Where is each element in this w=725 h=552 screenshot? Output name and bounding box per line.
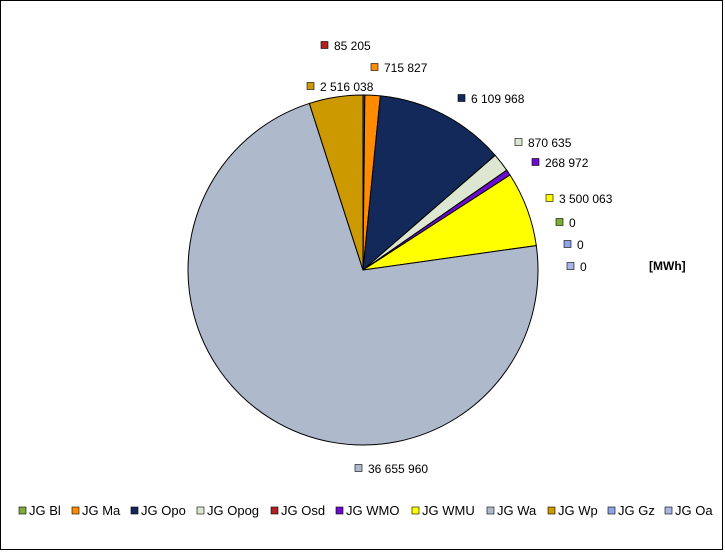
- legend-label-jg-ma: JG Ma: [82, 503, 121, 518]
- legend-key-jg-ma: [71, 506, 80, 515]
- data-label-jg-opo: 6 109 968: [471, 92, 525, 106]
- legend-key-jg-wa: [486, 506, 495, 515]
- legend-key-jg-wp: [547, 506, 556, 515]
- data-label-jg-opog: 870 635: [528, 136, 572, 150]
- pie-slice-jg-wp: [308, 94, 364, 271]
- data-label-jg-wa: 36 655 960: [368, 462, 428, 476]
- legend-label-jg-opo: JG Opo: [141, 503, 186, 518]
- legend-label-jg-wmu: JG WMU: [422, 503, 475, 518]
- data-label-jg-bl: 0: [569, 216, 576, 230]
- legend-label-jg-gz: JG Gz: [618, 503, 655, 518]
- data-label-key-jg-bl: [555, 218, 564, 226]
- data-label-key-jg-wmo: [531, 158, 540, 166]
- legend-key-jg-gz: [607, 506, 616, 515]
- legend-key-jg-opog: [196, 506, 205, 515]
- legend-label-jg-osd: JG Osd: [281, 503, 325, 518]
- legend-label-jg-wmo: JG WMO: [346, 503, 399, 518]
- pie-slices: [187, 94, 539, 446]
- legend-label-jg-bl: JG Bl: [29, 503, 61, 518]
- data-label-key-jg-opo: [457, 94, 466, 102]
- data-label-key-jg-opog: [514, 138, 523, 146]
- legend-key-jg-wmu: [411, 506, 420, 515]
- data-label-jg-osd: 85 205: [334, 39, 371, 53]
- data-labels: 0 715 827 6 109 968 870 635 85 205 268 972 3 5…: [306, 39, 613, 476]
- data-label-jg-wmu: 3 500 063: [559, 192, 613, 206]
- data-label-key-jg-wa: [354, 464, 363, 472]
- legend-key-jg-wmo: [335, 506, 344, 515]
- data-label-jg-gz: 0: [577, 238, 584, 252]
- unit-label: [MWh]: [649, 259, 686, 273]
- data-label-key-jg-gz: [563, 240, 572, 248]
- legend-label-jg-wa: JG Wa: [497, 503, 537, 518]
- legend-key-jg-opo: [130, 506, 139, 515]
- pie-slice-jg-wa: [187, 102, 539, 446]
- legend-label-jg-oa: JG Oa: [675, 503, 713, 518]
- legend-key-jg-osd: [270, 506, 279, 515]
- legend-label-jg-wp: JG Wp: [558, 503, 598, 518]
- data-label-jg-wmo: 268 972: [545, 156, 589, 170]
- data-label-key-jg-osd: [320, 41, 329, 49]
- data-label-jg-ma: 715 827: [384, 61, 428, 75]
- pie-slice-jg-opo: [362, 95, 496, 272]
- data-label-key-jg-ma: [370, 63, 379, 71]
- data-label-jg-oa: 0: [580, 260, 587, 274]
- legend-label-jg-opog: JG Opog: [207, 503, 259, 518]
- legend: JG Bl JG Ma JG Opo JG Opog JG Osd JG WMO JG WM…: [18, 503, 713, 518]
- data-label-jg-wp: 2 516 038: [320, 80, 374, 94]
- data-label-key-jg-wp: [306, 82, 315, 90]
- legend-key-jg-bl: [18, 506, 27, 515]
- legend-key-jg-oa: [664, 506, 673, 515]
- data-label-key-jg-oa: [566, 262, 575, 270]
- data-label-key-jg-wmu: [545, 194, 554, 202]
